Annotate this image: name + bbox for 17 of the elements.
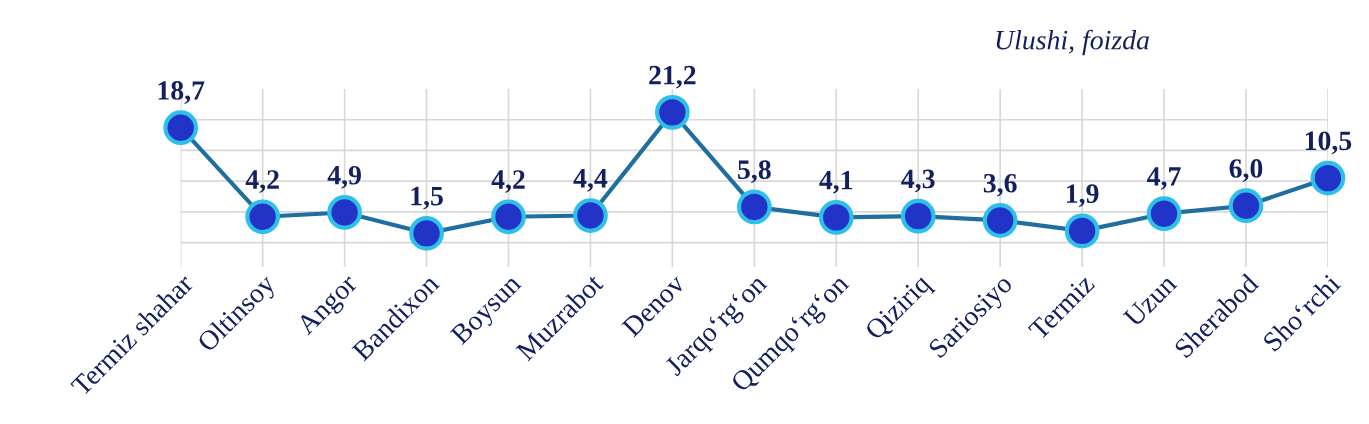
data-label: 6,0 — [1229, 159, 1263, 182]
data-label: 4,9 — [327, 165, 361, 189]
data-label: 4,4 — [573, 169, 608, 192]
data-label: 4,1 — [819, 170, 853, 194]
data-label: 4,3 — [901, 169, 935, 193]
data-label: 4,2 — [245, 170, 279, 193]
data-label: 3,6 — [983, 173, 1017, 197]
data-label: 21,2 — [649, 65, 696, 89]
text: Ulushi, foizda — [996, 29, 1149, 56]
data-label: 10,5 — [1305, 131, 1352, 155]
data-label: 5,8 — [738, 160, 771, 184]
data-label: 18,7 — [158, 81, 205, 104]
data-label: 1,9 — [1066, 184, 1099, 208]
data-label: 4,2 — [491, 170, 525, 193]
data-label: 4,7 — [1147, 167, 1181, 190]
x-tick-label: Uzun — [1122, 273, 1178, 328]
data-label: 1,5 — [411, 186, 443, 210]
